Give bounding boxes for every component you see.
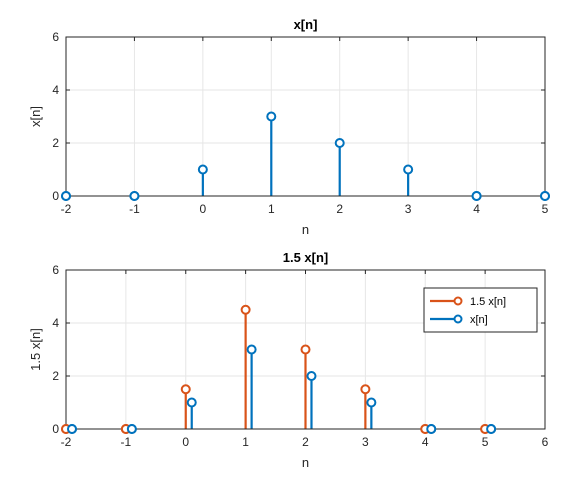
stem-marker: [126, 424, 137, 434]
stem-marker: [186, 397, 197, 408]
x-axis-label: n: [302, 455, 309, 470]
y-tick-label: 2: [52, 136, 59, 150]
x-tick-label: -2: [61, 202, 72, 216]
legend-entry: 1.5 x[n]: [470, 296, 506, 308]
legend-box: [423, 287, 538, 333]
x-tick-label: 0: [200, 202, 207, 216]
stem-marker: [266, 111, 277, 122]
chart-title: 1.5 x[n]: [283, 250, 329, 265]
y-tick-label: 4: [52, 83, 59, 97]
x-tick-label: -1: [121, 435, 132, 449]
chart-top: -2 -1 0 1 2 3 4 5 0 2 4 6 x[n] n x[n]: [28, 17, 550, 237]
x-tick-label: 4: [473, 202, 480, 216]
stem-marker: [334, 138, 345, 148]
x-tick-label: 3: [405, 202, 412, 216]
x-tick-label: 0: [182, 435, 189, 449]
x-tick-label: 3: [362, 435, 369, 449]
stem-marker: [129, 191, 140, 201]
legend: 1.5 x[n] x[n]: [423, 287, 538, 333]
stem-marker: [540, 191, 550, 201]
x-tick-label: 1: [242, 435, 249, 449]
stem-marker: [306, 371, 317, 381]
y-tick-label: 0: [52, 422, 59, 436]
stem-marker: [66, 424, 77, 434]
x-tick-label: 5: [542, 202, 549, 216]
stem-marker: [471, 191, 482, 201]
x-tick-label: 5: [482, 435, 489, 449]
stem-marker: [300, 344, 311, 355]
stem-marker: [240, 304, 251, 315]
stem-marker: [61, 191, 71, 201]
stem-marker: [197, 164, 208, 175]
stem-marker: [360, 384, 371, 395]
x-tick-label: 2: [336, 202, 343, 216]
y-tick-label: 6: [52, 30, 59, 44]
x-axis-label: n: [302, 222, 309, 237]
y-axis-label: 1.5 x[n]: [28, 328, 43, 371]
y-axis-label: x[n]: [28, 106, 43, 127]
y-tick-label: 2: [52, 369, 59, 383]
x-tick-label: 4: [422, 435, 429, 449]
stem-marker: [486, 424, 497, 434]
legend-marker: [453, 296, 463, 306]
stem-marker: [180, 384, 191, 395]
y-tick-label: 0: [52, 189, 59, 203]
legend-marker: [453, 314, 463, 324]
x-tick-label: -2: [61, 435, 72, 449]
stem-marker: [403, 164, 414, 175]
plot-area: [66, 37, 545, 196]
stem-marker: [426, 424, 437, 434]
x-tick-label: 6: [542, 435, 549, 449]
stem-marker: [246, 344, 257, 355]
x-tick-label: 2: [302, 435, 309, 449]
x-tick-label: -1: [129, 202, 140, 216]
legend-entry: x[n]: [470, 314, 488, 326]
y-tick-label: 4: [52, 316, 59, 330]
stem-marker: [366, 397, 377, 408]
y-tick-label: 6: [52, 263, 59, 277]
x-tick-label: 1: [268, 202, 275, 216]
chart-title: x[n]: [294, 17, 318, 32]
